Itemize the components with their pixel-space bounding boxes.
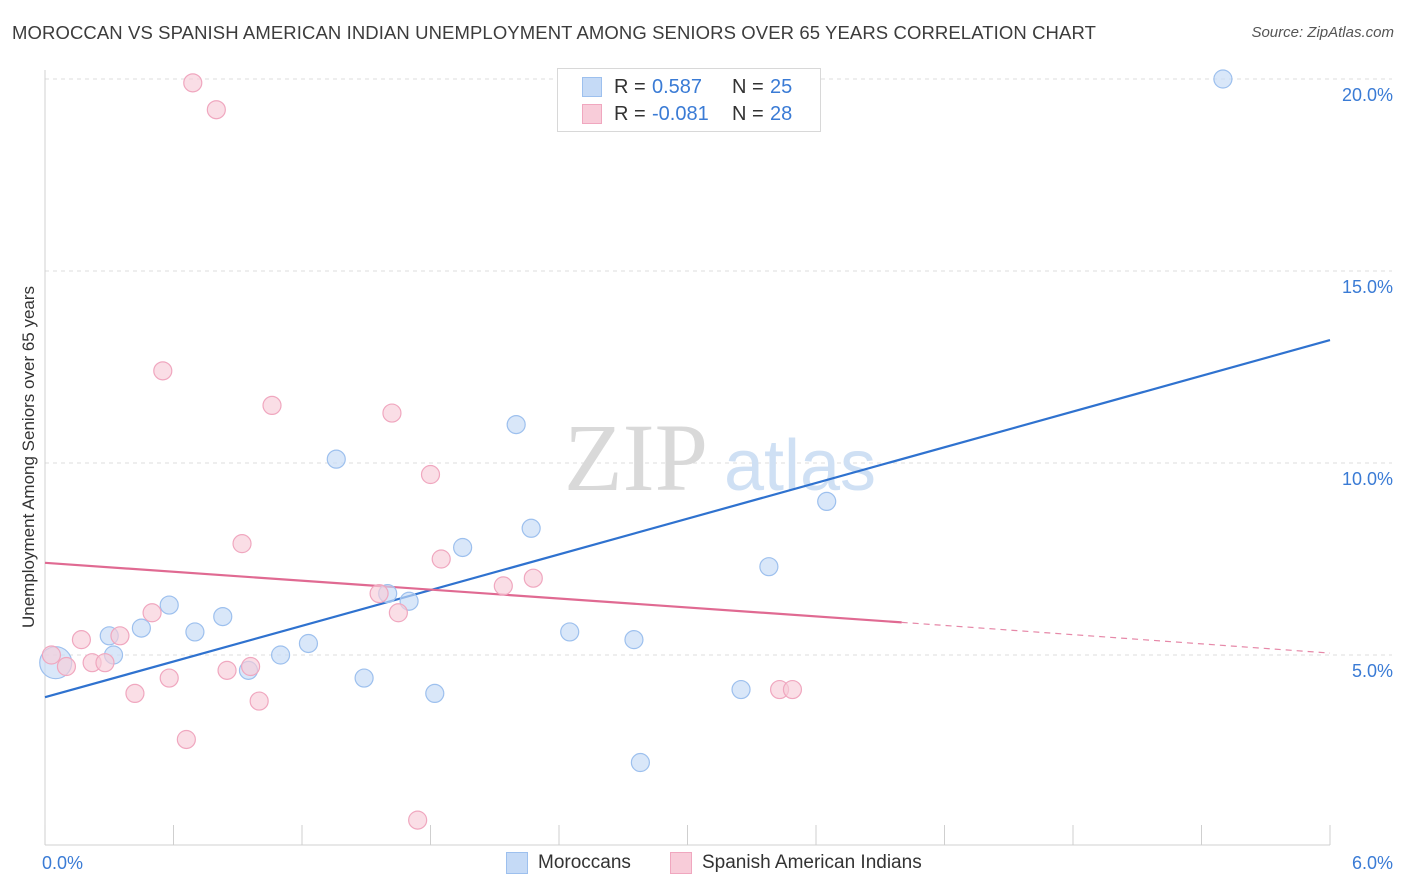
point-spanish-american-indians — [41, 645, 62, 665]
source-credit: Source: ZipAtlas.com — [1251, 24, 1394, 41]
point-spanish-american-indians — [176, 729, 196, 750]
legend-item-spanish-american-indians[interactable]: Spanish American Indians — [670, 852, 922, 874]
point-spanish-american-indians — [56, 656, 77, 677]
series-legend: Moroccans Spanish American Indians — [0, 852, 1406, 876]
y-axis-label: Unemployment Among Seniors over 65 years — [19, 286, 38, 628]
point-moroccans — [131, 618, 151, 638]
point-spanish-american-indians — [217, 660, 237, 680]
r-label: R = — [614, 75, 646, 98]
axes — [44, 70, 1331, 846]
point-spanish-american-indians — [382, 403, 402, 423]
tick-labels: 5.0% 10.0% 15.0% 20.0% 0.0% 6.0% — [42, 85, 1393, 873]
legend-swatch-moroccans — [582, 77, 602, 97]
point-spanish-american-indians — [431, 549, 451, 569]
chart-title: MOROCCAN VS SPANISH AMERICAN INDIAN UNEM… — [12, 22, 1096, 43]
point-spanish-american-indians — [95, 653, 115, 673]
trend-lines — [44, 339, 1331, 699]
n-value-spanish-american-indians: 28 — [770, 102, 793, 125]
legend-row-spanish-american-indians: R = -0.081 N = 28 — [582, 102, 792, 126]
point-moroccans — [1213, 69, 1233, 89]
point-moroccans — [185, 622, 205, 642]
trend-extension-spanish-american-indians — [901, 621, 1331, 654]
y-tick-label: 5.0% — [1352, 661, 1393, 681]
trend-line-moroccans — [44, 339, 1331, 699]
point-moroccans — [213, 606, 233, 627]
trend-line-spanish-american-indians — [44, 561, 902, 624]
y-tick-label: 15.0% — [1342, 277, 1393, 297]
point-moroccans — [159, 595, 179, 615]
stats-legend: R = 0.587 N = 25 R = -0.081 N = 28 — [557, 68, 821, 132]
point-spanish-american-indians — [206, 100, 226, 120]
point-spanish-american-indians — [420, 464, 441, 485]
legend-swatch-spanish-american-indians — [582, 104, 602, 124]
legend-item-moroccans[interactable]: Moroccans — [506, 852, 631, 874]
point-spanish-american-indians — [110, 626, 130, 646]
y-tick-label: 10.0% — [1342, 469, 1393, 489]
point-moroccans — [759, 557, 779, 577]
x-tick-label-max: 6.0% — [1352, 853, 1393, 873]
point-moroccans — [731, 679, 751, 700]
point-moroccans — [521, 518, 541, 538]
point-spanish-american-indians — [241, 656, 261, 677]
legend-row-moroccans: R = 0.587 N = 25 — [582, 75, 792, 99]
point-spanish-american-indians — [782, 679, 803, 700]
point-spanish-american-indians — [523, 568, 543, 588]
watermark: ZIP atlas — [564, 404, 876, 511]
point-moroccans — [506, 415, 526, 435]
n-label: N = — [732, 102, 764, 125]
legend-key-moroccans — [506, 852, 528, 874]
point-spanish-american-indians — [183, 73, 203, 93]
point-moroccans — [354, 668, 374, 688]
watermark-atlas: atlas — [724, 426, 876, 506]
point-spanish-american-indians — [232, 534, 252, 554]
point-moroccans — [630, 752, 650, 773]
point-moroccans — [560, 622, 580, 642]
point-spanish-american-indians — [153, 361, 173, 381]
legend-key-spanish-american-indians — [670, 852, 692, 874]
y-tick-label: 20.0% — [1342, 85, 1393, 105]
r-label: R = — [614, 102, 646, 125]
point-spanish-american-indians — [125, 683, 145, 704]
point-moroccans — [624, 630, 644, 650]
point-spanish-american-indians — [71, 630, 92, 650]
watermark-zip: ZIP — [564, 404, 708, 511]
point-spanish-american-indians — [388, 603, 408, 623]
grid-lines — [45, 78, 1392, 656]
point-moroccans — [326, 449, 346, 469]
legend-text-moroccans: Moroccans — [538, 852, 631, 873]
legend-text-spanish-american-indians: Spanish American Indians — [702, 852, 922, 873]
point-spanish-american-indians — [249, 691, 269, 711]
data-points — [39, 69, 1233, 830]
r-value-moroccans: 0.587 — [652, 75, 703, 98]
point-moroccans — [298, 633, 319, 654]
point-spanish-american-indians — [369, 583, 389, 604]
point-moroccans — [453, 537, 473, 558]
point-moroccans — [270, 645, 291, 665]
n-value-moroccans: 25 — [770, 75, 793, 98]
point-spanish-american-indians — [159, 668, 179, 688]
x-tick-label-min: 0.0% — [42, 853, 83, 873]
point-moroccans — [817, 491, 837, 511]
point-spanish-american-indians — [262, 395, 282, 415]
n-label: N = — [732, 75, 764, 98]
point-moroccans — [425, 683, 445, 704]
r-value-spanish-american-indians: -0.081 — [652, 102, 709, 125]
point-spanish-american-indians — [408, 810, 428, 830]
point-spanish-american-indians — [493, 576, 513, 596]
point-spanish-american-indians — [142, 603, 162, 623]
